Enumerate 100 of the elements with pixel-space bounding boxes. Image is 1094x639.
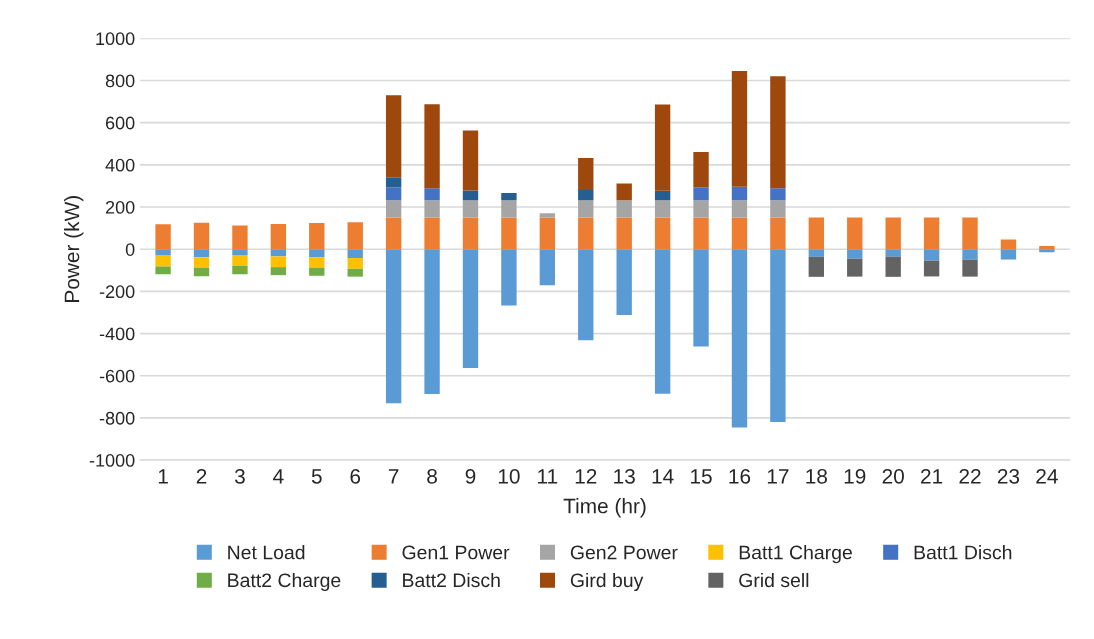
bar (654, 190, 671, 201)
y-tick-label: -600 (99, 369, 135, 383)
bar (385, 177, 402, 188)
x-tick-label: 22 (959, 468, 981, 484)
bar (424, 188, 440, 201)
bar (962, 217, 978, 250)
bar (808, 256, 825, 277)
x-tick-label: 2 (196, 468, 207, 484)
bar (309, 223, 325, 250)
bar (155, 255, 171, 267)
bar (847, 258, 863, 277)
bar (309, 257, 325, 268)
bar (347, 258, 363, 269)
x-tick-label: 6 (350, 468, 361, 484)
x-tick-label: 14 (652, 469, 674, 484)
x-tick-label: 7 (388, 469, 399, 484)
bar (616, 200, 632, 218)
x-tick-label: 24 (1036, 468, 1058, 484)
x-tick-label: 1 (158, 469, 168, 484)
bar (923, 260, 940, 277)
bar (693, 249, 709, 347)
bar (193, 222, 210, 250)
bar (693, 200, 709, 218)
bar (462, 249, 479, 368)
bar (385, 249, 402, 404)
bar (501, 217, 517, 250)
bar (693, 152, 709, 188)
bar (270, 249, 287, 257)
x-tick-label: 20 (882, 468, 904, 484)
bar (847, 249, 863, 259)
bar (808, 217, 825, 250)
bar (731, 249, 748, 428)
x-tick-label: 10 (498, 468, 520, 484)
bar (539, 213, 556, 218)
bar (309, 267, 325, 276)
bar (539, 217, 556, 250)
bar (847, 217, 863, 250)
bar (578, 249, 594, 341)
bar (885, 256, 901, 277)
bar (232, 249, 248, 256)
x-tick-label: 8 (427, 468, 437, 484)
x-tick-label: 23 (997, 468, 1020, 484)
y-tick-label: -400 (99, 327, 135, 341)
bar (962, 259, 978, 277)
bar (501, 200, 517, 218)
x-tick-label: 3 (234, 468, 245, 484)
x-tick-label: 16 (729, 468, 751, 484)
bar (616, 249, 632, 315)
bar (424, 200, 440, 218)
bar (193, 267, 210, 277)
x-tick-label: 18 (806, 468, 827, 484)
bar (923, 249, 940, 261)
bar (770, 200, 786, 218)
bar (462, 130, 479, 191)
bar (155, 224, 171, 250)
y-tick-label: -800 (99, 411, 135, 425)
bar (770, 249, 786, 423)
bar (578, 189, 594, 201)
bar (731, 200, 748, 218)
bar (501, 192, 517, 201)
x-tick-label: 17 (767, 469, 789, 484)
legend-label: Gen1 Power (402, 545, 510, 560)
legend-label: Grid sell (739, 572, 809, 588)
y-tick-label: 1000 (96, 32, 135, 46)
bar (731, 186, 748, 201)
bar (693, 187, 709, 201)
bar (770, 76, 786, 189)
x-axis-title: Time (hr) (563, 498, 646, 518)
x-tick-label: 19 (844, 468, 866, 484)
bar (232, 255, 248, 267)
bar (654, 249, 671, 394)
x-tick-label: 11 (538, 469, 558, 484)
bar (232, 266, 248, 275)
bar (693, 217, 709, 250)
x-tick-label: 12 (575, 468, 597, 484)
bar (501, 249, 517, 306)
legend-label: Batt2 Disch (403, 572, 500, 588)
legend-label: Batt2 Charge (228, 572, 341, 592)
bar (962, 249, 978, 260)
bar (155, 249, 171, 256)
y-tick-label: -1000 (89, 454, 135, 467)
bar (424, 104, 440, 189)
legend-label: Net Load (228, 545, 305, 560)
bar (385, 200, 402, 218)
bar (232, 225, 248, 250)
legend-label: Gird buy (570, 572, 644, 592)
y-tick-label: 400 (105, 158, 135, 172)
bar (1000, 249, 1017, 260)
bar (424, 217, 440, 250)
bar (616, 217, 632, 250)
bar (270, 267, 287, 276)
x-tick-label: 21 (921, 468, 943, 484)
bar (193, 257, 210, 268)
legend-label: Gen2 Power (570, 545, 678, 560)
bar (155, 266, 171, 275)
bar (654, 200, 671, 218)
bar (385, 95, 402, 178)
bar (578, 217, 594, 250)
bar (731, 71, 748, 187)
x-tick-label: 4 (273, 469, 284, 484)
